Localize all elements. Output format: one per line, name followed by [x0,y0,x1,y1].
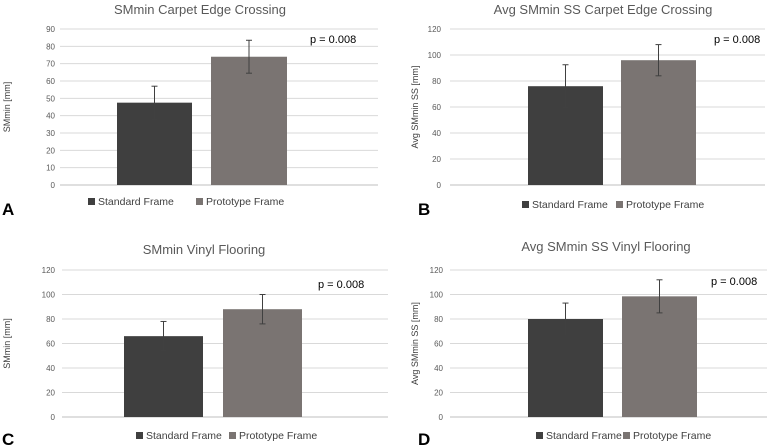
y-tick-label: 40 [434,364,443,373]
legend-label: Standard Frame [532,199,608,211]
chart-panel-d: 0 20 40 60 80 100 120 Avg SMmin SS Vinyl Floori… [410,239,767,448]
y-tick-label: 80 [46,42,55,51]
legend-swatch [196,198,203,205]
y-tick-label: 100 [430,291,444,300]
y-tick-label: 20 [46,146,55,155]
y-tick-label: 60 [432,103,441,112]
y-tick-label: 20 [46,389,55,398]
bar-prototype-frame [211,56,287,185]
y-axis-label: SMmin [mm] [2,82,12,133]
legend-label: Standard Frame [146,430,222,442]
bar-prototype-frame [621,60,696,186]
p-value-annotation: p = 0.008 [711,276,757,288]
y-tick-label: 120 [42,266,56,275]
bar-prototype-frame [223,309,302,417]
chart-panel-a: 0 10 20 30 40 50 60 70 80 90 SMmin Carpet Edge Cro… [2,2,378,219]
y-tick-label: 60 [434,340,443,349]
y-tick-label: 40 [432,129,441,138]
legend-label: Prototype Frame [633,430,711,442]
y-tick-label: 120 [428,25,442,34]
y-tick-label: 0 [437,181,442,190]
y-tick-label: 80 [434,315,443,324]
panel-label: A [2,200,14,219]
y-tick-label: 120 [430,266,444,275]
y-tick-label: 10 [46,164,55,173]
y-tick-label: 0 [51,181,56,190]
legend-swatch [522,201,529,208]
y-tick-label: 70 [46,60,55,69]
legend-label: Prototype Frame [626,199,704,211]
chart-panel-b: 0 20 40 60 80 100 120 Avg SMmin SS Carpet Edge … [410,2,765,219]
y-axis-label: Avg SMmin SS [mm] [410,302,420,385]
y-tick-label: 100 [42,291,56,300]
y-tick-label: 100 [428,51,442,60]
chart-title: Avg SMmin SS Vinyl Flooring [521,239,690,254]
y-tick-label: 0 [439,413,444,422]
bar-prototype-frame [622,296,697,417]
chart-panel-c: 0 20 40 60 80 100 120 SMmin Vinyl Flooring SMmin… [2,242,388,448]
legend-label: Standard Frame [546,430,622,442]
y-tick-label: 20 [432,155,441,164]
legend-label: Prototype Frame [206,196,284,208]
legend-swatch [88,198,95,205]
y-tick-label: 50 [46,94,55,103]
y-tick-label: 60 [46,77,55,86]
y-tick-label: 0 [51,413,56,422]
panel-label: D [418,430,430,448]
y-tick-label: 20 [434,389,443,398]
legend-swatch [229,432,236,439]
panel-label: B [418,200,430,219]
y-axis-label: SMmin [mm] [2,318,12,369]
chart-title: Avg SMmin SS Carpet Edge Crossing [494,2,713,17]
chart-title: SMmin Carpet Edge Crossing [114,2,286,17]
p-value-annotation: p = 0.008 [714,34,760,46]
legend-swatch [623,432,630,439]
legend-label: Prototype Frame [239,430,317,442]
y-axis-label: Avg SMmin SS [mm] [410,66,420,149]
y-tick-label: 90 [46,25,55,34]
p-value-annotation: p = 0.008 [318,279,364,291]
panel-label: C [2,430,14,448]
legend-swatch [136,432,143,439]
y-tick-label: 40 [46,364,55,373]
legend-swatch [536,432,543,439]
legend-label: Standard Frame [98,196,174,208]
chart-title: SMmin Vinyl Flooring [143,242,266,257]
y-tick-label: 60 [46,340,55,349]
legend-swatch [616,201,623,208]
y-tick-label: 30 [46,129,55,138]
p-value-annotation: p = 0.008 [310,34,356,46]
y-tick-label: 80 [46,315,55,324]
y-tick-label: 80 [432,77,441,86]
y-tick-label: 40 [46,112,55,121]
